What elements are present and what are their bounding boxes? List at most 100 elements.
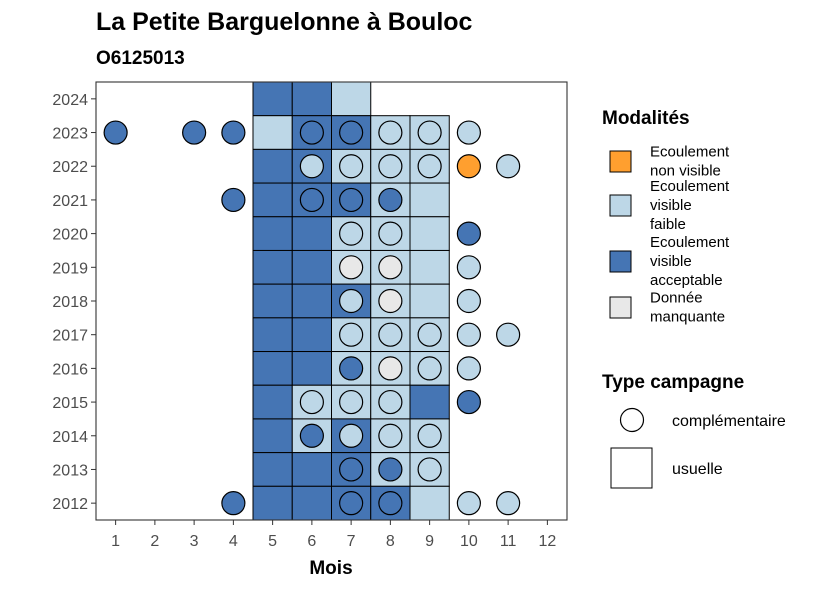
tile-2018-6 — [291, 283, 332, 319]
x-tick-label: 8 — [386, 533, 395, 550]
tile-2012-5 — [252, 485, 293, 521]
legend-key-vf — [609, 194, 632, 217]
x-tick-label: 12 — [538, 533, 556, 550]
x-axis: 1 2 3 4 5 6 7 8 9 10 11 12 — [111, 520, 556, 550]
tile-2015-9 — [409, 384, 450, 420]
points-layer — [103, 120, 521, 516]
point-2014-9 — [417, 423, 442, 448]
point-2019-7 — [339, 255, 364, 280]
point-2016-8 — [378, 356, 403, 381]
tile-2019-9 — [409, 249, 450, 285]
tile-2015-5 — [252, 384, 293, 420]
point-2018-7 — [339, 288, 364, 314]
legend-key-usuelle — [610, 447, 653, 489]
tile-2012-6 — [291, 485, 332, 521]
chart-title: La Petite Barguelonne à Bouloc — [96, 8, 473, 36]
point-2017-8 — [378, 322, 403, 347]
tile-2020-6 — [291, 216, 332, 251]
point-2021-7 — [339, 187, 364, 213]
point-2023-1 — [103, 120, 128, 145]
y-tick-label: 2022 — [52, 159, 88, 176]
point-2012-7 — [339, 491, 364, 516]
tile-2024-7 — [331, 81, 372, 117]
point-2017-10 — [456, 322, 481, 347]
y-tick-label: 2017 — [52, 328, 88, 345]
tile-2020-5 — [252, 216, 293, 251]
point-2021-6 — [299, 187, 324, 213]
legend-label-va: Ecoulement visible acceptable — [650, 234, 730, 289]
x-tick-label: 6 — [307, 533, 316, 550]
legend-label-nv: Ecoulement non visible — [650, 144, 730, 180]
y-tick-label: 2013 — [52, 462, 88, 479]
point-2022-9 — [417, 154, 442, 179]
x-tick-label: 7 — [347, 533, 356, 550]
tile-2013-5 — [252, 452, 293, 487]
tile-2020-9 — [409, 216, 450, 251]
legend-label-vf: Ecoulement visible faible — [650, 178, 730, 233]
tile-2012-9 — [409, 485, 450, 521]
point-2016-7 — [339, 356, 364, 381]
legend-key-nv — [609, 150, 632, 173]
legend-label-complementaire: complémentaire — [672, 413, 786, 430]
point-2014-7 — [339, 423, 364, 448]
tile-2022-5 — [252, 148, 293, 184]
tile-2019-6 — [291, 249, 332, 285]
point-2023-4 — [221, 120, 246, 145]
legend-modalites-title: Modalités — [602, 108, 690, 129]
point-2016-10 — [456, 356, 481, 381]
tile-2016-6 — [291, 351, 332, 386]
tile-2024-6 — [291, 81, 332, 117]
point-2020-10 — [456, 221, 481, 246]
tile-2018-5 — [252, 283, 293, 319]
x-tick-label: 5 — [268, 533, 277, 550]
point-2022-8 — [378, 154, 403, 179]
legend-campagne-title: Type campagne — [602, 372, 744, 393]
tile-2013-6 — [291, 452, 332, 487]
y-tick-label: 2023 — [52, 126, 88, 143]
legend-campagne: Type campagne complémentaire usuelle — [602, 372, 786, 489]
point-2017-7 — [339, 322, 364, 347]
tile-2017-5 — [252, 317, 293, 353]
point-2014-6 — [299, 423, 324, 448]
tile-2021-5 — [252, 182, 293, 218]
tile-2023-5 — [252, 115, 293, 150]
point-2013-9 — [417, 457, 442, 482]
point-2023-8 — [378, 120, 403, 145]
point-2023-10 — [456, 120, 481, 145]
x-tick-label: 4 — [229, 533, 238, 550]
point-2012-10 — [456, 491, 481, 516]
point-2023-7 — [339, 120, 364, 145]
point-2015-10 — [456, 389, 481, 415]
legend-label-dm: Donnée manquante — [650, 290, 725, 326]
point-2013-8 — [378, 457, 403, 482]
x-tick-label: 1 — [111, 533, 120, 550]
legend-key-va — [609, 250, 632, 273]
y-tick-label: 2024 — [52, 92, 88, 109]
point-2012-11 — [496, 491, 521, 516]
legend-label-usuelle: usuelle — [672, 461, 723, 478]
y-tick-label: 2020 — [52, 227, 88, 244]
tile-2024-5 — [252, 81, 293, 117]
point-2012-8 — [378, 491, 403, 516]
x-tick-label: 10 — [460, 533, 478, 550]
y-tick-label: 2019 — [52, 260, 88, 277]
tile-2019-5 — [252, 249, 293, 285]
tile-2014-5 — [252, 418, 293, 454]
tile-2016-5 — [252, 351, 293, 386]
y-tick-label: 2016 — [52, 361, 88, 378]
y-tick-label: 2014 — [52, 429, 88, 446]
legend-key-dm — [609, 296, 632, 319]
point-2017-9 — [417, 322, 442, 347]
y-tick-label: 2015 — [52, 395, 88, 412]
point-2017-11 — [496, 322, 521, 347]
point-2020-8 — [378, 221, 403, 246]
point-2022-6 — [299, 154, 324, 179]
tile-2018-9 — [409, 283, 450, 319]
legend-key-complementaire — [619, 407, 645, 433]
point-2021-8 — [378, 187, 403, 213]
point-2022-7 — [339, 154, 364, 179]
point-2014-8 — [378, 423, 403, 448]
tile-2017-6 — [291, 317, 332, 353]
